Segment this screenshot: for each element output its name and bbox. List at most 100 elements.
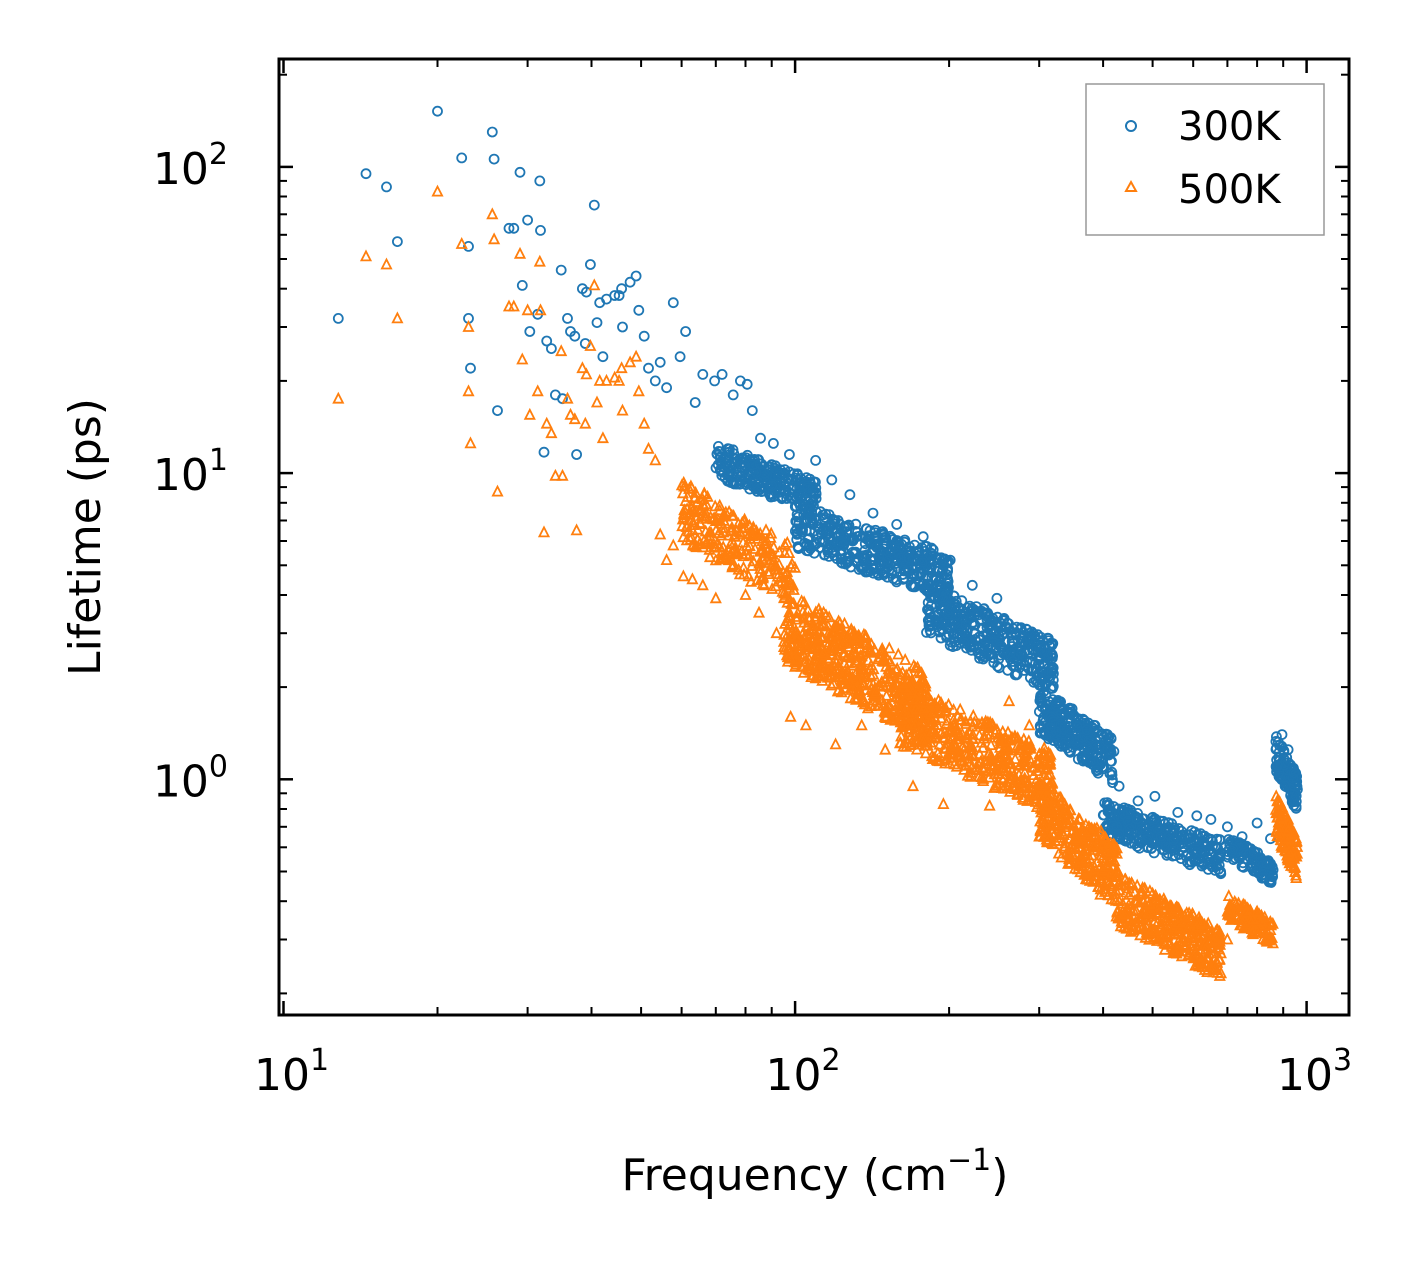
data-point-500k [1052,833,1065,846]
data-point-300k [949,598,961,609]
data-point-500k [1136,886,1149,899]
data-point-500k [837,636,850,649]
data-point-300k [922,614,934,626]
data-point-500k [989,725,1002,738]
data-point-500k [747,554,760,567]
data-point-500k [1222,889,1235,901]
data-point-500k [1024,738,1037,751]
data-point-500k [568,412,581,425]
data-point-500k [1214,946,1227,959]
data-point-500k [809,612,822,625]
data-point-500k [696,578,709,591]
data-point-500k [1125,914,1138,926]
data-point-500k [576,361,589,374]
data-point-500k [464,436,477,449]
data-point-300k [1036,645,1048,656]
data-point-500k [916,715,929,727]
data-point-500k [1221,904,1234,917]
data-point-500k [1037,803,1050,816]
data-point-300k [1270,761,1282,773]
data-point-300k [776,467,788,479]
data-point-300k [1261,858,1273,870]
data-point-500k [632,384,645,397]
data-point-500k [1289,868,1303,881]
data-point-500k [1196,960,1209,973]
data-point-300k [871,541,883,552]
data-point-500k [892,647,905,660]
data-point-500k [795,594,808,607]
data-point-500k [966,731,979,744]
data-point-300k [922,604,933,615]
data-point-300k [1038,686,1050,697]
data-point-500k [1110,869,1123,882]
data-point-500k [844,691,857,704]
data-point-500k [1126,918,1139,930]
data-point-500k [767,540,780,553]
data-point-300k [1205,814,1217,825]
data-point-500k [870,684,883,697]
data-point-300k [740,479,752,491]
data-point-500k [775,574,788,587]
data-point-500k [1251,904,1264,917]
data-point-300k [1167,826,1178,837]
data-point-300k [381,181,392,193]
data-point-500k [687,538,700,551]
data-point-500k [613,373,626,386]
data-point-300k [617,321,628,333]
data-point-500k [1054,819,1067,832]
data-point-500k [507,299,520,312]
data-point-500k [1183,910,1196,923]
data-point-500k [907,658,920,671]
data-point-500k [677,475,690,488]
data-point-500k [790,610,804,622]
data-point-500k [937,797,950,809]
data-point-500k [811,630,824,642]
data-point-500k [834,638,847,651]
data-point-300k [1007,656,1019,667]
data-point-500k [772,557,786,570]
data-point-500k [1035,778,1049,791]
data-point-500k [934,695,948,708]
data-point-500k [1108,838,1121,851]
data-point-500k [914,693,927,705]
data-point-300k [837,557,848,569]
y-tick-label: 102 [153,137,228,195]
data-point-500k [778,616,792,629]
data-point-300k [730,453,742,465]
data-point-500k [797,665,810,678]
data-point-300k [546,343,557,355]
data-point-500k [1002,753,1015,766]
data-point-300k [1288,767,1300,779]
data-point-300k [1248,845,1260,857]
data-point-500k [1001,725,1015,738]
data-point-500k [545,426,558,439]
data-point-500k [831,684,844,697]
data-point-300k [943,604,955,616]
data-point-500k [1282,823,1295,836]
data-point-300k [1033,659,1045,670]
data-point-500k [783,628,797,641]
data-point-500k [1009,752,1022,764]
data-point-300k [1251,817,1263,829]
data-point-500k [935,711,948,724]
data-point-500k [1041,791,1054,803]
data-point-300k [937,623,948,635]
data-point-300k [1127,832,1139,844]
data-point-500k [1064,856,1077,869]
data-point-500k [1195,915,1209,928]
data-point-300k [805,511,817,522]
data-point-300k [1131,841,1143,852]
data-point-300k [624,276,636,288]
series-layer [332,105,1304,981]
data-point-500k [964,765,978,778]
data-point-500k [689,504,703,517]
data-point-500k [709,499,722,512]
data-point-300k [801,540,813,552]
data-point-500k [855,718,868,731]
legend-marker-500k [1124,179,1138,192]
data-point-500k [781,535,794,548]
data-point-500k [1020,774,1033,787]
data-point-300k [1190,849,1202,861]
data-point-500k [951,722,964,735]
data-point-500k [846,649,859,662]
